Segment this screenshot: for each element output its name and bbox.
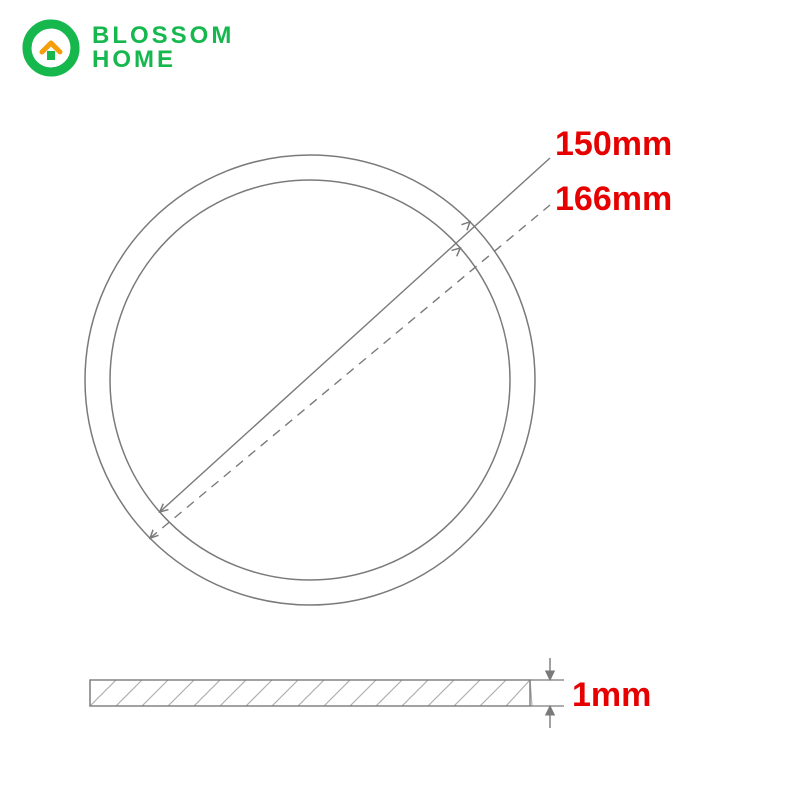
outer-diameter-label: 166mm [555, 180, 672, 219]
thickness-bar [90, 658, 564, 728]
diagram-canvas: BLOSSOM HOME 150mm 166mm 1mm [0, 0, 800, 800]
technical-drawing [0, 0, 800, 800]
outer-diameter-line [150, 205, 550, 538]
thickness-label: 1mm [572, 676, 651, 715]
inner-diameter-label: 150mm [555, 125, 672, 164]
inner-diameter-line [160, 158, 550, 512]
